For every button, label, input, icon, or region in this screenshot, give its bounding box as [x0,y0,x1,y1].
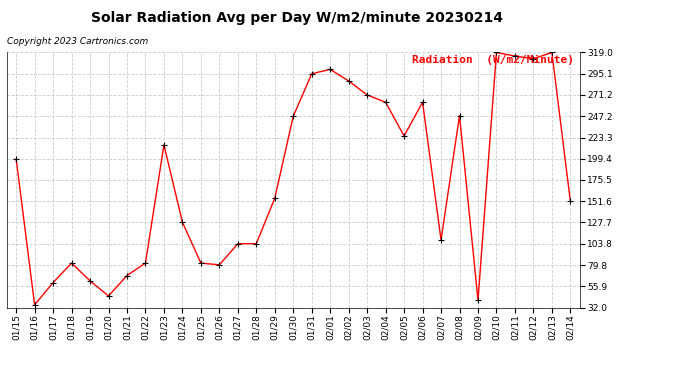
Text: Copyright 2023 Cartronics.com: Copyright 2023 Cartronics.com [7,38,148,46]
Text: Solar Radiation Avg per Day W/m2/minute 20230214: Solar Radiation Avg per Day W/m2/minute … [90,11,503,25]
Text: Radiation  (W/m2/Minute): Radiation (W/m2/Minute) [412,55,574,65]
